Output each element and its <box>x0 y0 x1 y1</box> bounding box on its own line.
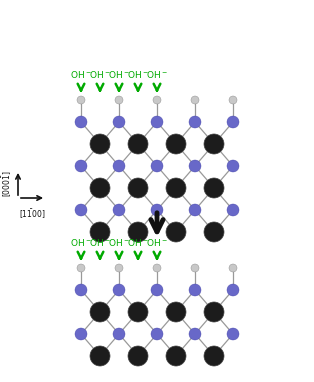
Circle shape <box>227 204 239 216</box>
Circle shape <box>90 302 110 322</box>
Circle shape <box>128 178 148 198</box>
Text: OH$^-$: OH$^-$ <box>127 236 149 248</box>
Circle shape <box>189 116 201 128</box>
Circle shape <box>90 178 110 198</box>
Circle shape <box>227 160 239 172</box>
Circle shape <box>166 178 186 198</box>
Circle shape <box>128 302 148 322</box>
Circle shape <box>151 160 163 172</box>
Circle shape <box>75 328 87 340</box>
Text: OH$^-$: OH$^-$ <box>108 236 130 248</box>
Circle shape <box>115 96 123 104</box>
Circle shape <box>189 328 201 340</box>
Circle shape <box>75 160 87 172</box>
Circle shape <box>204 302 224 322</box>
Circle shape <box>128 346 148 366</box>
Circle shape <box>75 284 87 296</box>
Circle shape <box>191 264 199 272</box>
Circle shape <box>77 264 85 272</box>
Circle shape <box>90 346 110 366</box>
Circle shape <box>166 222 186 242</box>
Circle shape <box>90 222 110 242</box>
Circle shape <box>204 178 224 198</box>
Circle shape <box>204 346 224 366</box>
Circle shape <box>151 204 163 216</box>
Text: OH$^-$: OH$^-$ <box>146 68 168 79</box>
Circle shape <box>77 96 85 104</box>
Circle shape <box>191 96 199 104</box>
Circle shape <box>204 222 224 242</box>
Text: OH$^-$: OH$^-$ <box>89 68 111 79</box>
Circle shape <box>166 346 186 366</box>
Text: OH$^-$: OH$^-$ <box>70 236 92 248</box>
Circle shape <box>189 160 201 172</box>
Circle shape <box>227 116 239 128</box>
Circle shape <box>227 284 239 296</box>
Circle shape <box>151 284 163 296</box>
Circle shape <box>75 204 87 216</box>
Circle shape <box>151 328 163 340</box>
Text: OH$^-$: OH$^-$ <box>127 68 149 79</box>
Text: OH$^-$: OH$^-$ <box>70 68 92 79</box>
Circle shape <box>128 222 148 242</box>
Text: OH$^-$: OH$^-$ <box>108 68 130 79</box>
Circle shape <box>113 116 125 128</box>
Circle shape <box>153 96 161 104</box>
Circle shape <box>151 116 163 128</box>
Circle shape <box>115 264 123 272</box>
Circle shape <box>189 284 201 296</box>
Circle shape <box>153 264 161 272</box>
Text: OH$^-$: OH$^-$ <box>146 236 168 248</box>
Circle shape <box>204 134 224 154</box>
Circle shape <box>128 134 148 154</box>
Circle shape <box>113 328 125 340</box>
Circle shape <box>229 96 237 104</box>
Circle shape <box>90 134 110 154</box>
Circle shape <box>227 328 239 340</box>
Circle shape <box>166 302 186 322</box>
Circle shape <box>189 204 201 216</box>
Circle shape <box>113 284 125 296</box>
Text: [000$\bar{1}$]: [000$\bar{1}$] <box>1 171 14 197</box>
Circle shape <box>75 116 87 128</box>
Circle shape <box>113 204 125 216</box>
Circle shape <box>166 134 186 154</box>
Circle shape <box>229 264 237 272</box>
Text: OH$^-$: OH$^-$ <box>89 236 111 248</box>
Circle shape <box>113 160 125 172</box>
Text: [1$\bar{1}$00]: [1$\bar{1}$00] <box>19 208 45 222</box>
